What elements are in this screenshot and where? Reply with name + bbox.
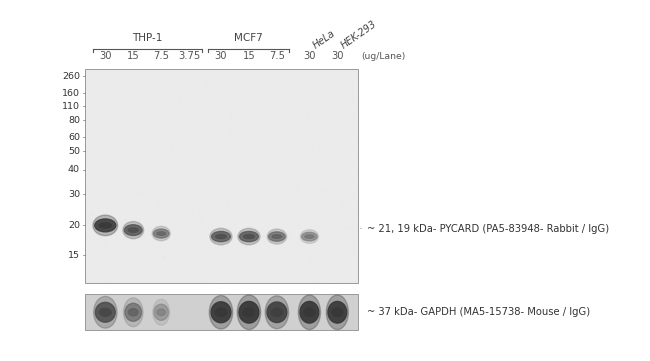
- Ellipse shape: [302, 232, 317, 241]
- Ellipse shape: [328, 301, 346, 323]
- FancyBboxPatch shape: [84, 69, 358, 283]
- Ellipse shape: [240, 231, 258, 242]
- Ellipse shape: [239, 301, 259, 323]
- Ellipse shape: [265, 296, 289, 329]
- Text: 7.5: 7.5: [153, 51, 169, 61]
- Ellipse shape: [215, 308, 227, 317]
- Text: 30: 30: [331, 51, 344, 61]
- Text: 40: 40: [68, 165, 80, 174]
- Ellipse shape: [272, 235, 281, 239]
- Ellipse shape: [267, 302, 287, 323]
- Ellipse shape: [238, 228, 260, 245]
- Text: MCF7: MCF7: [234, 32, 263, 43]
- Ellipse shape: [95, 219, 116, 232]
- Ellipse shape: [157, 309, 165, 316]
- Text: 80: 80: [68, 116, 80, 125]
- Ellipse shape: [271, 308, 283, 316]
- Text: 50: 50: [68, 147, 80, 156]
- Text: 7.5: 7.5: [269, 51, 285, 61]
- Ellipse shape: [129, 309, 138, 316]
- Ellipse shape: [268, 232, 285, 241]
- Text: 15: 15: [127, 51, 140, 61]
- Text: HEK-293: HEK-293: [339, 19, 379, 51]
- Text: 30: 30: [99, 51, 112, 61]
- Ellipse shape: [298, 295, 320, 330]
- Ellipse shape: [96, 302, 115, 322]
- Text: 60: 60: [68, 133, 80, 142]
- Ellipse shape: [154, 304, 168, 321]
- Text: 110: 110: [62, 102, 80, 111]
- Ellipse shape: [157, 232, 166, 235]
- Text: 15: 15: [68, 251, 80, 260]
- Ellipse shape: [124, 225, 142, 235]
- Ellipse shape: [216, 235, 227, 239]
- Ellipse shape: [326, 295, 348, 330]
- Ellipse shape: [304, 308, 315, 317]
- Ellipse shape: [93, 215, 118, 236]
- Ellipse shape: [125, 303, 142, 321]
- Text: THP-1: THP-1: [132, 32, 162, 43]
- Ellipse shape: [153, 299, 170, 325]
- Text: 160: 160: [62, 89, 80, 98]
- Ellipse shape: [153, 229, 169, 238]
- Text: 260: 260: [62, 71, 80, 81]
- Text: HeLa: HeLa: [311, 28, 337, 51]
- Ellipse shape: [152, 226, 170, 241]
- Ellipse shape: [124, 298, 143, 327]
- Ellipse shape: [300, 230, 318, 243]
- FancyBboxPatch shape: [84, 294, 358, 330]
- Ellipse shape: [243, 308, 255, 317]
- Ellipse shape: [267, 229, 287, 244]
- Text: (ug/Lane): (ug/Lane): [361, 52, 405, 61]
- Text: 15: 15: [242, 51, 255, 61]
- Text: 20: 20: [68, 221, 80, 230]
- Ellipse shape: [209, 296, 233, 329]
- Text: 3.75: 3.75: [178, 51, 200, 61]
- Text: ~ 21, 19 kDa- PYCARD (PA5-83948- Rabbit / IgG): ~ 21, 19 kDa- PYCARD (PA5-83948- Rabbit …: [367, 223, 610, 234]
- Text: 30: 30: [68, 190, 80, 199]
- Text: ~ 37 kDa- GAPDH (MA5-15738- Mouse / IgG): ~ 37 kDa- GAPDH (MA5-15738- Mouse / IgG): [367, 307, 590, 317]
- Ellipse shape: [123, 222, 144, 239]
- Ellipse shape: [210, 228, 232, 245]
- Ellipse shape: [237, 295, 261, 330]
- Ellipse shape: [99, 308, 111, 316]
- Ellipse shape: [332, 308, 343, 317]
- Ellipse shape: [305, 235, 314, 238]
- Ellipse shape: [211, 302, 231, 323]
- Ellipse shape: [128, 228, 138, 232]
- Ellipse shape: [99, 223, 112, 228]
- Ellipse shape: [243, 235, 255, 239]
- Text: 30: 30: [303, 51, 316, 61]
- Text: 30: 30: [214, 51, 227, 61]
- Ellipse shape: [212, 231, 230, 242]
- Ellipse shape: [300, 301, 318, 323]
- Ellipse shape: [94, 296, 117, 328]
